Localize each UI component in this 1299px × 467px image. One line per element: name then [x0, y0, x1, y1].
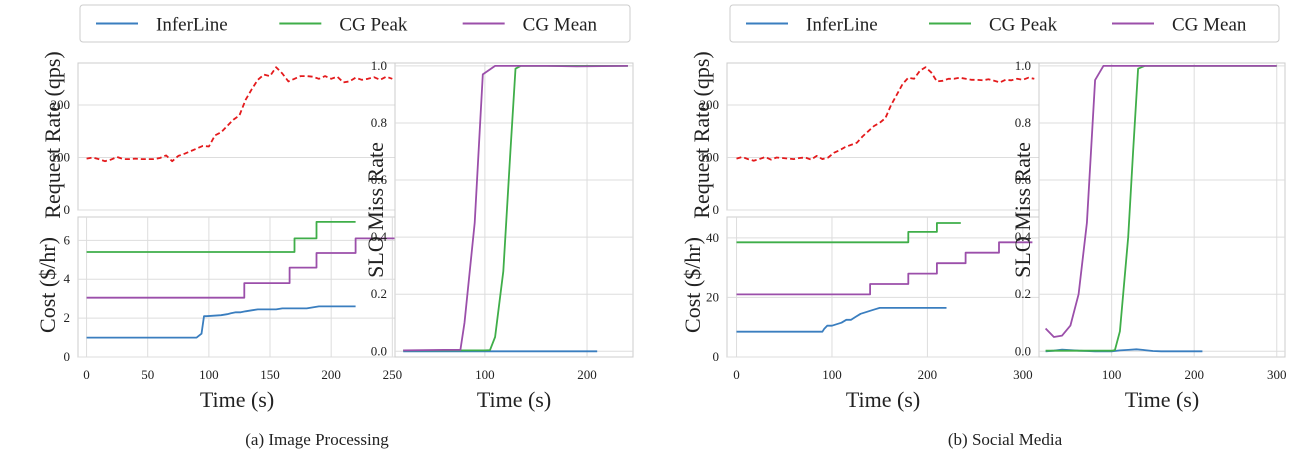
panel-a-slo-ytick-label: 0.6	[371, 172, 388, 187]
panel-b-slo-frame	[1038, 62, 1286, 358]
panel-b-request-ytick-label: 0	[713, 202, 720, 217]
panel-b-cost-frame	[726, 216, 1041, 358]
panel-b-slo-series-cg-mean	[1044, 65, 1277, 338]
panel-b-cost-series-cg-peak	[736, 222, 961, 244]
panel-a-slo-ytick-label: 0.4	[371, 229, 388, 244]
panel-b-cost-xtick-label: 200	[918, 367, 938, 382]
panel-b-cost-ytick-label: 40	[706, 230, 719, 245]
panel-b-cost-ytick-label: 20	[706, 289, 719, 304]
panel-b-legend-label: CG Peak	[989, 15, 1058, 36]
panel-a-legend-box	[79, 4, 631, 43]
panel-b-cost-xlabel: Time (s)	[846, 387, 920, 412]
panel-a-slo-ytick-label: 0.2	[371, 286, 387, 301]
panel-a-slo-xlabel: Time (s)	[477, 387, 551, 412]
panel-b-cost-ylabel: Cost ($/hr)	[680, 237, 705, 333]
panel-b-request-ytick-label: 200	[700, 97, 720, 112]
panel-b-slo-ytick-label: 0.2	[1015, 286, 1031, 301]
panel-a-slo-xtick-label: 200	[577, 367, 597, 382]
panel-b-slo-ytick-label: 1.0	[1015, 58, 1031, 73]
panel-b-slo-xlabel: Time (s)	[1125, 387, 1199, 412]
panel-b-request-frame	[726, 62, 1041, 211]
panel-a-cost-ylabel: Cost ($/hr)	[35, 237, 60, 333]
panel-a-cost-series-cg-mean	[86, 237, 396, 299]
panel-b-cost-xtick-label: 300	[1013, 367, 1033, 382]
panel-b-legend-label: CG Mean	[1172, 15, 1247, 36]
panel-a-cost-ytick-label: 4	[64, 271, 71, 286]
panel-a-cost-series-inferline	[86, 305, 356, 339]
panel-b-cost-ytick-label: 0	[713, 349, 720, 364]
panel-a-caption: (a) Image Processing	[245, 430, 389, 449]
panel-b-legend-box	[729, 4, 1280, 43]
panel-b-slo-ytick-label: 0.8	[1015, 115, 1031, 130]
panel-b-cost-xtick-label: 100	[822, 367, 842, 382]
panel-a-slo-series-cg-mean	[403, 65, 628, 352]
panel-a-cost-xtick-label: 150	[260, 367, 280, 382]
panel-a-request-ytick-label: 0	[64, 202, 71, 217]
panel-a-slo-ytick-label: 0.0	[371, 343, 387, 358]
panel-a-slo-ytick-label: 1.0	[371, 58, 387, 73]
panel-b-slo-ytick-label: 0.0	[1015, 343, 1031, 358]
panel-a-slo-xtick-label: 100	[475, 367, 495, 382]
panel-a-cost-ytick-label: 6	[64, 232, 71, 247]
panel-b-slo-xtick-label: 200	[1184, 367, 1204, 382]
panel-a-request-ytick-label: 100	[51, 150, 71, 165]
panel-b-slo-xtick-label: 100	[1102, 367, 1122, 382]
panel-a-request-series-request-rate	[86, 66, 393, 163]
panel-a-request-ylabel: Request Rate (qps)	[40, 51, 65, 218]
panel-b-request-series-request-rate	[736, 66, 1035, 162]
panel-a-slo-ylabel: SLO Miss Rate	[363, 142, 388, 278]
panel-a-cost-ytick-label: 2	[64, 310, 71, 325]
panel-a-slo-frame	[394, 62, 634, 358]
panel-b-slo-ytick-label: 0.4	[1015, 229, 1032, 244]
panel-a-cost-series-cg-peak	[86, 220, 356, 253]
panel-b-cost-series-cg-mean	[736, 241, 1033, 296]
panel-b-slo-ylabel: SLO Miss Rate	[1010, 142, 1035, 278]
panel-a-cost-xtick-label: 50	[141, 367, 154, 382]
panel-b-legend-label: InferLine	[806, 15, 878, 36]
panel-b-cost-xtick-label: 0	[733, 367, 740, 382]
panel-a-cost-ytick-label: 0	[64, 349, 71, 364]
panel-b-request-ytick-label: 100	[700, 150, 720, 165]
panel-a-cost-xtick-label: 200	[321, 367, 341, 382]
panel-a-cost-xtick-label: 0	[83, 367, 90, 382]
panel-a-cost-xlabel: Time (s)	[200, 387, 274, 412]
panel-b-request-ylabel: Request Rate (qps)	[689, 51, 714, 218]
panel-a-slo-ytick-label: 0.8	[371, 115, 387, 130]
panel-a-request-frame	[77, 62, 397, 211]
panel-a-legend-label: InferLine	[156, 15, 228, 36]
panel-b-caption: (b) Social Media	[948, 430, 1063, 449]
panel-a-cost-xtick-label: 250	[383, 367, 403, 382]
panel-a-request-ytick-label: 200	[51, 97, 71, 112]
panel-b-cost-series-inferline	[736, 306, 947, 333]
panel-b-slo-xtick-label: 300	[1267, 367, 1287, 382]
panel-a-cost-xtick-label: 100	[199, 367, 219, 382]
panel-a-legend-label: CG Peak	[339, 15, 408, 36]
panel-a-legend-label: CG Mean	[523, 15, 598, 36]
panel-b-slo-ytick-label: 0.6	[1015, 172, 1032, 187]
panel-a-cost-frame	[77, 216, 397, 358]
